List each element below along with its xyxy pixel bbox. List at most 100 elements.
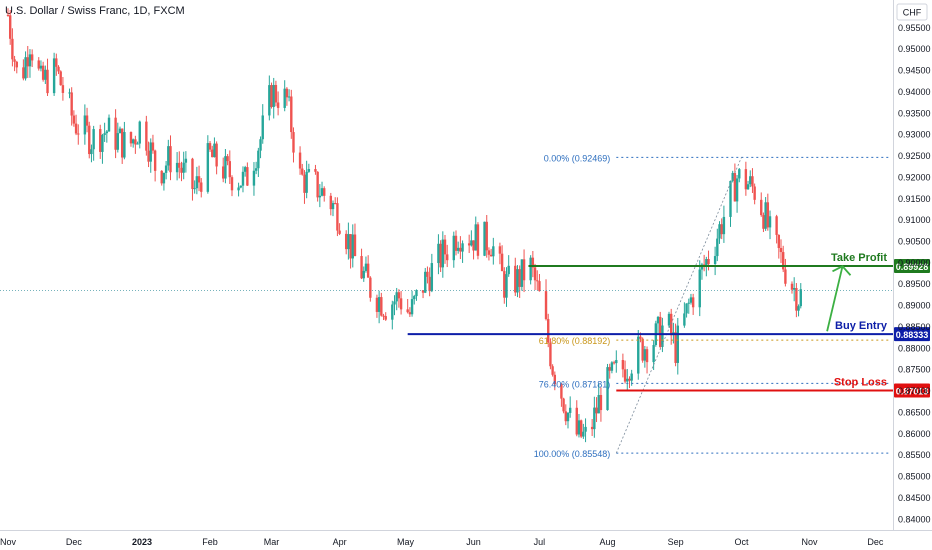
candle-body: [643, 349, 647, 361]
candle-body: [364, 263, 368, 271]
candle-body: [39, 65, 43, 69]
candle-body: [687, 302, 690, 304]
candle-body: [206, 143, 210, 192]
candle-body: [105, 131, 109, 134]
candle-body: [167, 146, 170, 166]
candle-body: [749, 176, 752, 185]
candle-body: [118, 128, 122, 134]
level-name: Stop Loss: [834, 377, 887, 389]
candle-body: [283, 88, 286, 108]
y-tick-label: 0.84000: [898, 514, 931, 524]
candle-body: [700, 264, 704, 270]
candle-body: [713, 256, 717, 264]
candles-layer: [6, 8, 802, 443]
candle-body: [729, 180, 732, 217]
candle-body: [213, 143, 216, 158]
candle-body: [628, 378, 631, 381]
y-tick-label: 0.93500: [898, 108, 931, 118]
candle-body: [222, 166, 225, 179]
candle-body: [303, 174, 306, 193]
candle-body: [254, 168, 258, 171]
y-tick-label: 0.85000: [898, 472, 931, 482]
candle-body: [533, 267, 537, 281]
candle-body: [485, 221, 488, 251]
candle-body: [237, 187, 240, 191]
candle-body: [107, 117, 111, 132]
candle-body: [13, 59, 16, 62]
y-tick-label: 0.84500: [898, 493, 931, 503]
candle-body: [406, 309, 409, 313]
level-price-tag: [894, 383, 930, 398]
y-tick-label: 0.94000: [898, 87, 931, 97]
candle-body: [215, 143, 218, 167]
x-tick-label: Feb: [202, 537, 218, 547]
candle-body: [329, 195, 333, 210]
candle-body: [659, 316, 662, 347]
candle-body: [74, 123, 78, 134]
candle-body: [208, 143, 212, 150]
candle-body: [738, 169, 741, 179]
fib-level-label: 0.00% (0.92469): [544, 153, 611, 163]
y-tick-label: 0.92000: [898, 172, 931, 182]
candle-body: [446, 254, 449, 261]
candle-body: [305, 171, 308, 193]
candle-body: [59, 71, 62, 86]
candle-body: [766, 202, 770, 228]
y-tick-label: 0.90000: [898, 258, 931, 268]
level-price-tag: [894, 258, 930, 273]
candle-body: [44, 69, 47, 80]
candle-body: [735, 178, 739, 202]
candle-body: [347, 234, 350, 250]
candle-body: [116, 133, 120, 150]
candle-body: [336, 203, 339, 231]
candle-body: [274, 84, 278, 103]
level-price-label: 0.89928: [896, 262, 929, 272]
candle-body: [85, 115, 89, 126]
x-tick-label: Nov: [0, 537, 16, 547]
candle-body: [103, 133, 106, 135]
candle-body: [331, 203, 335, 210]
y-tick-label: 0.89500: [898, 279, 931, 289]
candle-body: [562, 398, 565, 412]
candle-body: [547, 319, 550, 343]
candle-body: [30, 54, 34, 61]
y-tick-label: 0.87000: [898, 386, 931, 396]
candle-body: [454, 235, 458, 251]
candle-body: [243, 167, 247, 172]
candle-body: [630, 373, 633, 381]
y-tick-label: 0.93000: [898, 130, 931, 140]
candle-body: [241, 171, 245, 186]
candle-body: [114, 117, 117, 150]
arrow-shaft: [826, 266, 844, 332]
candle-body: [353, 234, 357, 257]
candle-body: [230, 177, 234, 191]
x-tick-label: Oct: [734, 537, 749, 547]
candle-body: [421, 290, 425, 293]
candle-body: [147, 150, 150, 162]
candle-body: [551, 366, 554, 375]
candle-body: [720, 224, 723, 235]
candle-body: [652, 345, 655, 363]
candle-body: [577, 420, 581, 435]
candle-body: [472, 240, 475, 251]
candle-body: [224, 156, 227, 179]
candle-body: [744, 169, 748, 190]
candle-body: [314, 169, 317, 172]
candle-body: [301, 168, 304, 175]
y-tick-label: 0.86500: [898, 407, 931, 417]
candle-body: [536, 280, 539, 282]
fib-level-label: 76.40% (0.87181): [539, 379, 611, 389]
candle-body: [61, 85, 65, 93]
y-tick-label: 0.88000: [898, 343, 931, 353]
candle-body: [467, 243, 471, 246]
candle-body: [92, 129, 95, 150]
candle-body: [272, 84, 275, 107]
candle-body: [522, 259, 526, 281]
y-tick-label: 0.95500: [898, 23, 931, 33]
y-tick-label: 0.89000: [898, 301, 931, 311]
level-name: Buy Entry: [835, 320, 888, 332]
level-price-tag: [894, 327, 930, 342]
candle-body: [698, 269, 701, 308]
